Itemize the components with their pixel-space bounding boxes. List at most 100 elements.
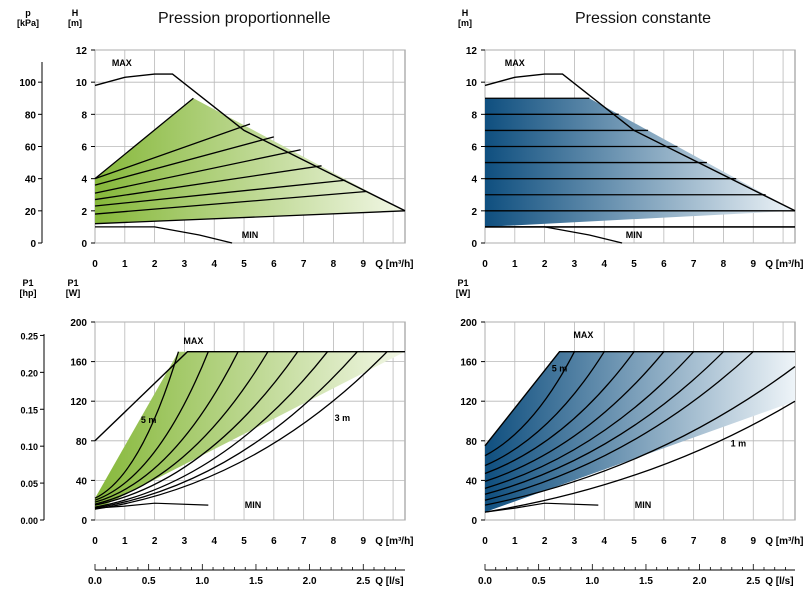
prop-hq-q-tick-label: 8 — [331, 259, 337, 270]
prop-hq-control-curve — [94, 149, 301, 194]
const-p1-w-tick-label: 200 — [460, 318, 477, 329]
prop-hq-min-curve — [95, 226, 233, 244]
prop-hq-h-tick-label: 12 — [76, 46, 88, 57]
const-p1-q-tick-label: 8 — [721, 536, 727, 547]
const-p1-band-label: 1 m — [731, 439, 747, 449]
prop-hq-p-tick-label: 60 — [25, 143, 37, 154]
prop-hq-h-axis-label-unit: [m] — [68, 18, 82, 28]
prop-p1-q-tick-label: 6 — [271, 536, 277, 547]
prop-hq-min-label: MIN — [242, 230, 259, 240]
const-p1-control-curve — [484, 366, 796, 506]
const-hq-h-axis-label: H — [462, 8, 469, 18]
prop-hq-h-tick-label: 10 — [76, 78, 88, 89]
const-p1-ls-tick-label: 2.0 — [693, 576, 707, 587]
const-p1-control-curve — [484, 351, 576, 457]
prop-p1-w-tick-label: 0 — [81, 516, 87, 527]
const-p1-q-tick-label: 1 — [512, 536, 518, 547]
const-hq-q-tick-label: 4 — [601, 259, 607, 270]
prop-p1-q-tick-label: 8 — [331, 536, 337, 547]
prop-hq-h-tick-label: 2 — [81, 207, 87, 218]
const-p1-q-tick-label: 5 — [631, 536, 637, 547]
prop-hq-q-tick-label: 0 — [92, 259, 98, 270]
const-hq-q-tick-label: 8 — [721, 259, 727, 270]
const-p1-q-tick-label: 4 — [601, 536, 607, 547]
const-p1-q-axis-label: Q [m³/h] — [765, 536, 803, 547]
prop-hq-h-tick-label: 8 — [81, 110, 87, 121]
const-p1-control-curve — [484, 351, 635, 475]
const-hq-q-tick-label: 6 — [661, 259, 667, 270]
prop-hq-h-axis-label: H — [72, 8, 79, 18]
const-hq-h-tick-label: 6 — [471, 143, 477, 154]
prop-p1-control-curve — [94, 351, 329, 508]
const-p1-max-line — [484, 351, 795, 447]
const-hq-h-tick-label: 4 — [471, 175, 477, 186]
prop-p1-ls-axis-label: Q [l/s] — [375, 576, 403, 587]
const-p1-ls-tick-label: 0.0 — [478, 576, 492, 587]
const-p1-q-tick-label: 7 — [691, 536, 697, 547]
prop-hq-q-tick-label: 4 — [211, 259, 217, 270]
const-p1-ls-tick-label: 2.5 — [746, 576, 760, 587]
prop-p1-q-tick-label: 4 — [211, 536, 217, 547]
const-hq-q-tick-label: 0 — [482, 259, 488, 270]
prop-p1-hp-tick-label: 0.25 — [20, 331, 38, 341]
const-hq-min-label: MIN — [626, 230, 643, 240]
prop-hq-p-tick-label: 0 — [30, 239, 36, 250]
prop-p1-q-tick-label: 0 — [92, 536, 98, 547]
prop-p1-q-axis-label: Q [m³/h] — [375, 536, 413, 547]
const-p1-w-tick-label: 0 — [471, 516, 477, 527]
prop-p1-hp-tick-label: 0.05 — [20, 479, 38, 489]
prop-hq-control-curve — [94, 123, 251, 180]
prop-p1-hp-tick-label: 0.15 — [20, 405, 38, 415]
prop-p1-min-curve — [94, 502, 209, 509]
const-p1-w-tick-label: 160 — [460, 358, 477, 369]
prop-p1-ls-tick-label: 2.0 — [303, 576, 317, 587]
const-p1-q-tick-label: 2 — [542, 536, 548, 547]
const-p1-max-label: MAX — [573, 330, 593, 340]
prop-p1-q-tick-label: 1 — [122, 536, 128, 547]
const-hq-h-tick-label: 0 — [471, 239, 477, 250]
prop-p1-w-axis-label-unit: [W] — [66, 288, 81, 298]
prop-hq-control-curve — [94, 210, 406, 225]
prop-p1-band-label: 3 m — [335, 413, 351, 423]
prop-hq-control-curve — [94, 97, 194, 180]
prop-hq-q-tick-label: 1 — [122, 259, 128, 270]
prop-p1-fill — [95, 351, 405, 511]
prop-p1-control-curve — [94, 351, 269, 505]
prop-hq-h-tick-label: 6 — [81, 143, 87, 154]
prop-p1-ls-tick-label: 1.0 — [195, 576, 209, 587]
prop-hq-control-curve — [94, 136, 275, 186]
prop-p1-max-label: MAX — [183, 336, 203, 346]
prop-p1-max-line — [94, 351, 405, 442]
const-p1-q-tick-label: 6 — [661, 536, 667, 547]
prop-p1-band-label: 5 m — [141, 415, 157, 425]
prop-hq-h-tick-label: 4 — [81, 175, 87, 186]
prop-p1-ls-tick-label: 0.5 — [142, 576, 156, 587]
prop-p1-ls-tick-label: 2.5 — [356, 576, 370, 587]
const-hq-h-tick-label: 12 — [466, 46, 478, 57]
prop-p1-hp-tick-label: 0.10 — [20, 442, 38, 452]
prop-p1-w-tick-label: 80 — [76, 437, 88, 448]
prop-p1-w-tick-label: 160 — [70, 358, 87, 369]
const-p1-ls-tick-label: 0.5 — [532, 576, 546, 587]
const-p1-min-curve — [484, 502, 599, 513]
const-p1-w-tick-label: 120 — [460, 397, 477, 408]
prop-p1-w-axis-label: P1 — [67, 278, 78, 288]
prop-hq-p-axis-label: p — [25, 8, 31, 18]
const-hq-h-tick-label: 10 — [466, 78, 478, 89]
prop-p1-ls-tick-label: 1.5 — [249, 576, 263, 587]
const-hq-q-tick-label: 2 — [542, 259, 548, 270]
prop-hq-p-tick-label: 100 — [19, 78, 36, 89]
const-hq-q-tick-label: 7 — [691, 259, 697, 270]
const-p1-ls-tick-label: 1.0 — [585, 576, 599, 587]
prop-hq-q-tick-label: 2 — [152, 259, 158, 270]
const-p1-control-curve — [484, 351, 724, 495]
title-constant: Pression constante — [575, 10, 712, 27]
const-hq-q-axis-label: Q [m³/h] — [765, 259, 803, 270]
prop-p1-control-curve — [94, 351, 180, 499]
prop-p1-q-tick-label: 9 — [360, 536, 366, 547]
prop-p1-hp-tick-label: 0.20 — [20, 368, 38, 378]
prop-p1-ls-tick-label: 0.0 — [88, 576, 102, 587]
const-hq-h-axis-label-unit: [m] — [458, 18, 472, 28]
